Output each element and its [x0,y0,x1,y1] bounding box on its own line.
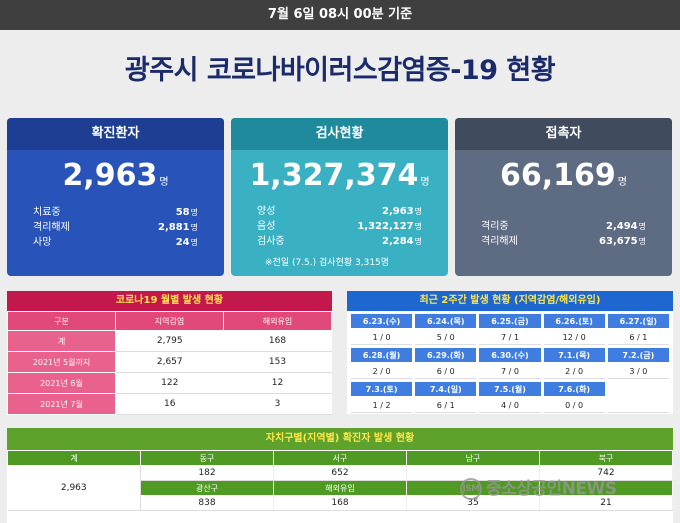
column-header: 계 [7,450,141,466]
tests-breakdown: 양성 2,963명 음성 1,322,127명 검사중 2,284명 [257,204,422,249]
column-header: 광산구 [140,480,274,496]
confirmed-card-title: 확진환자 [7,118,224,150]
table-row: 838 168 35 21 [8,495,673,511]
column-header: 해외유입 [273,480,407,496]
confirmed-card: 확진환자 2,963 명 치료중 58명 격리해제 2,881명 사망 24명 [7,118,224,276]
watermark: JSM 중소상공인NEWS [460,474,617,500]
tests-card-title: 검사현황 [231,118,448,150]
page-title: 광주시 코로나바이러스감염증-19 현황 [124,55,556,86]
column-header: 남구 [406,450,540,466]
date-row: 6.28.(월) 6.29.(화) 6.30.(수) 7.1.(목) 7.2.(금) [351,348,669,362]
column-header [539,480,673,496]
monthly-panel: 코로나19 월별 발생 현황 구분 지역감염 해외유입 계 2,795 168 20… [7,291,332,415]
date-row: 6.23.(수) 6.24.(목) 6.25.(금) 6.26.(토) 6.27.(일) [351,314,669,328]
tests-note: ※전일 (7.5.) 검사현황 3,315명 [265,258,390,268]
confirmed-total: 2,963 명 [62,158,169,193]
column-header: 해외유입 [223,311,332,331]
district-title: 자치구별(지역별) 확진자 발생 현황 [7,428,673,450]
tests-total: 1,327,374 명 [249,158,430,193]
district-total: 2,963 [7,465,141,511]
confirmed-breakdown: 치료중 58명 격리해제 2,881명 사망 24명 [33,205,198,250]
table-row: 2021년 6월 122 12 [7,372,332,394]
table-row: 계 2,795 168 [7,330,332,352]
district-table: 계 동구 서구 남구 북구 2,963 182 652 742 광산구 해외유입… [7,450,673,511]
contacts-card: 접촉자 66,169 명 격리중 2,494명 격리해제 63,675명 [455,118,672,276]
two-week-title: 최근 2주간 발생 현황 (지역감염/해외유입) [347,291,673,311]
monthly-table: 구분 지역감염 해외유입 계 2,795 168 2021년 5월까지 2,657 15… [7,311,332,415]
contacts-card-title: 접촉자 [455,118,672,150]
stat-row: 양성 2,963명 [257,206,422,217]
timestamp-bar: 7월 6일 08시 00분 기준 [0,0,680,30]
column-header: 구분 [7,311,116,331]
column-header: 지역감염 [115,311,224,331]
stat-row: 격리해제 2,881명 [33,222,198,233]
summary-cards: 확진환자 2,963 명 치료중 58명 격리해제 2,881명 사망 24명 검사현황… [7,118,673,276]
column-header: 서구 [273,450,407,466]
contacts-breakdown: 격리중 2,494명 격리해제 63,675명 [481,219,646,249]
stat-row: 치료중 58명 [33,207,198,218]
two-week-table: 6.23.(수) 6.24.(목) 6.25.(금) 6.26.(토) 6.27.(일)… [347,311,673,416]
table-row: 2021년 7월 16 3 [7,393,332,415]
column-header: 동구 [140,450,274,466]
table-row: 2,963 182 652 742 [7,465,673,511]
contacts-total: 66,169 명 [500,158,627,193]
stat-row: 격리해제 63,675명 [481,236,646,247]
stat-row: 검사중 2,284명 [257,236,422,247]
table-row: 2021년 5월까지 2,657 153 [7,351,332,373]
stat-row: 음성 1,322,127명 [257,221,422,232]
monthly-title: 코로나19 월별 발생 현황 [7,291,332,311]
district-panel: 자치구별(지역별) 확진자 발생 현황 계 동구 서구 남구 북구 2,963 … [7,428,673,523]
stat-row: 격리중 2,494명 [481,221,646,232]
two-week-panel: 최근 2주간 발생 현황 (지역감염/해외유입) 6.23.(수) 6.24.(목… [347,291,673,414]
watermark-text: 중소상공인NEWS [486,479,617,499]
stat-row: 사망 24명 [33,237,198,248]
watermark-logo-icon: JSM [460,478,482,500]
tests-card: 검사현황 1,327,374 명 양성 2,963명 음성 1,322,127명 검사… [231,118,448,276]
date-row: 7.3.(토) 7.4.(일) 7.5.(월) 7.6.(화) [351,382,669,396]
column-header: 북구 [539,450,673,466]
timestamp: 7월 6일 08시 00분 기준 [267,7,413,22]
